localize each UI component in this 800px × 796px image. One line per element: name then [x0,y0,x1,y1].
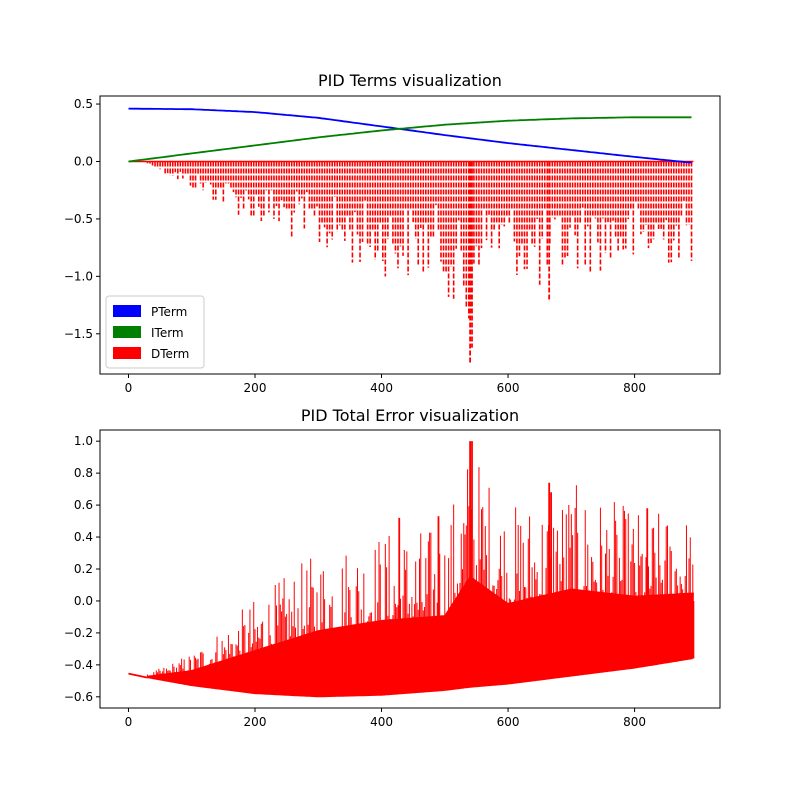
top-axes-frame [99,95,721,375]
top-x-tick-label: 200 [244,381,267,395]
top-x-tick-label: 600 [497,381,520,395]
legend-label-pterm: PTerm [151,305,187,319]
bottom-y-tick-label: 0.0 [74,594,93,608]
top-y-tick-label: 0.0 [74,154,93,168]
bottom-y-tick-label: 0.8 [74,466,93,480]
top-x-tick-label: 0 [125,381,133,395]
top-chart: 0 200 400 600 800 0.5 0.0 −0.5 −1.0 −1.5 PTerm ITer… [64,95,721,395]
top-plot-area [128,107,694,363]
bottom-y-tick-label: −0.2 [64,626,93,640]
bottom-chart-title: PID Total Error visualization [301,406,519,425]
bottom-plot-area [128,441,695,698]
top-y-tick-label: −1.5 [64,327,93,341]
top-y-tick-label: 0.5 [74,97,93,111]
bottom-y-tick-label: 0.6 [74,498,93,512]
top-y-tick-label: −0.5 [64,212,93,226]
bottom-x-tick-label: 400 [370,715,393,729]
bottom-x-tick-label: 0 [125,715,133,729]
bottom-y-tick-label: 0.2 [74,562,93,576]
legend-swatch-iterm [113,326,141,338]
legend-label-iterm: ITerm [151,326,184,340]
bottom-x-tick-label: 200 [244,715,267,729]
bottom-x-tick-label: 800 [623,715,646,729]
error-initial-segment [128,672,148,679]
top-y-tick-label: −1.0 [64,269,93,283]
series-total-error [128,441,695,698]
bottom-y-tick-label: 0.4 [74,530,93,544]
series-dterm [128,160,694,363]
top-x-tick-label: 400 [370,381,393,395]
top-chart-title: PID Terms visualization [318,71,502,90]
bottom-y-tick-label: −0.4 [64,658,93,672]
bottom-chart: 0 200 400 600 800 1.0 0.8 0.6 0.4 0.2 0.0 −0.2 −0.4 −… [64,429,721,729]
top-x-tick-label: 800 [623,381,646,395]
bottom-axes-frame [99,429,721,709]
legend-swatch-pterm [113,305,141,317]
legend-swatch-dterm [113,347,141,359]
legend-label-dterm: DTerm [151,347,189,361]
bottom-y-tick-label: −0.6 [64,690,93,704]
series-iterm [128,116,692,163]
bottom-y-tick-label: 1.0 [74,434,93,448]
bottom-x-tick-label: 600 [497,715,520,729]
top-legend: PTerm ITerm DTerm [105,295,205,369]
series-pterm [128,107,692,164]
